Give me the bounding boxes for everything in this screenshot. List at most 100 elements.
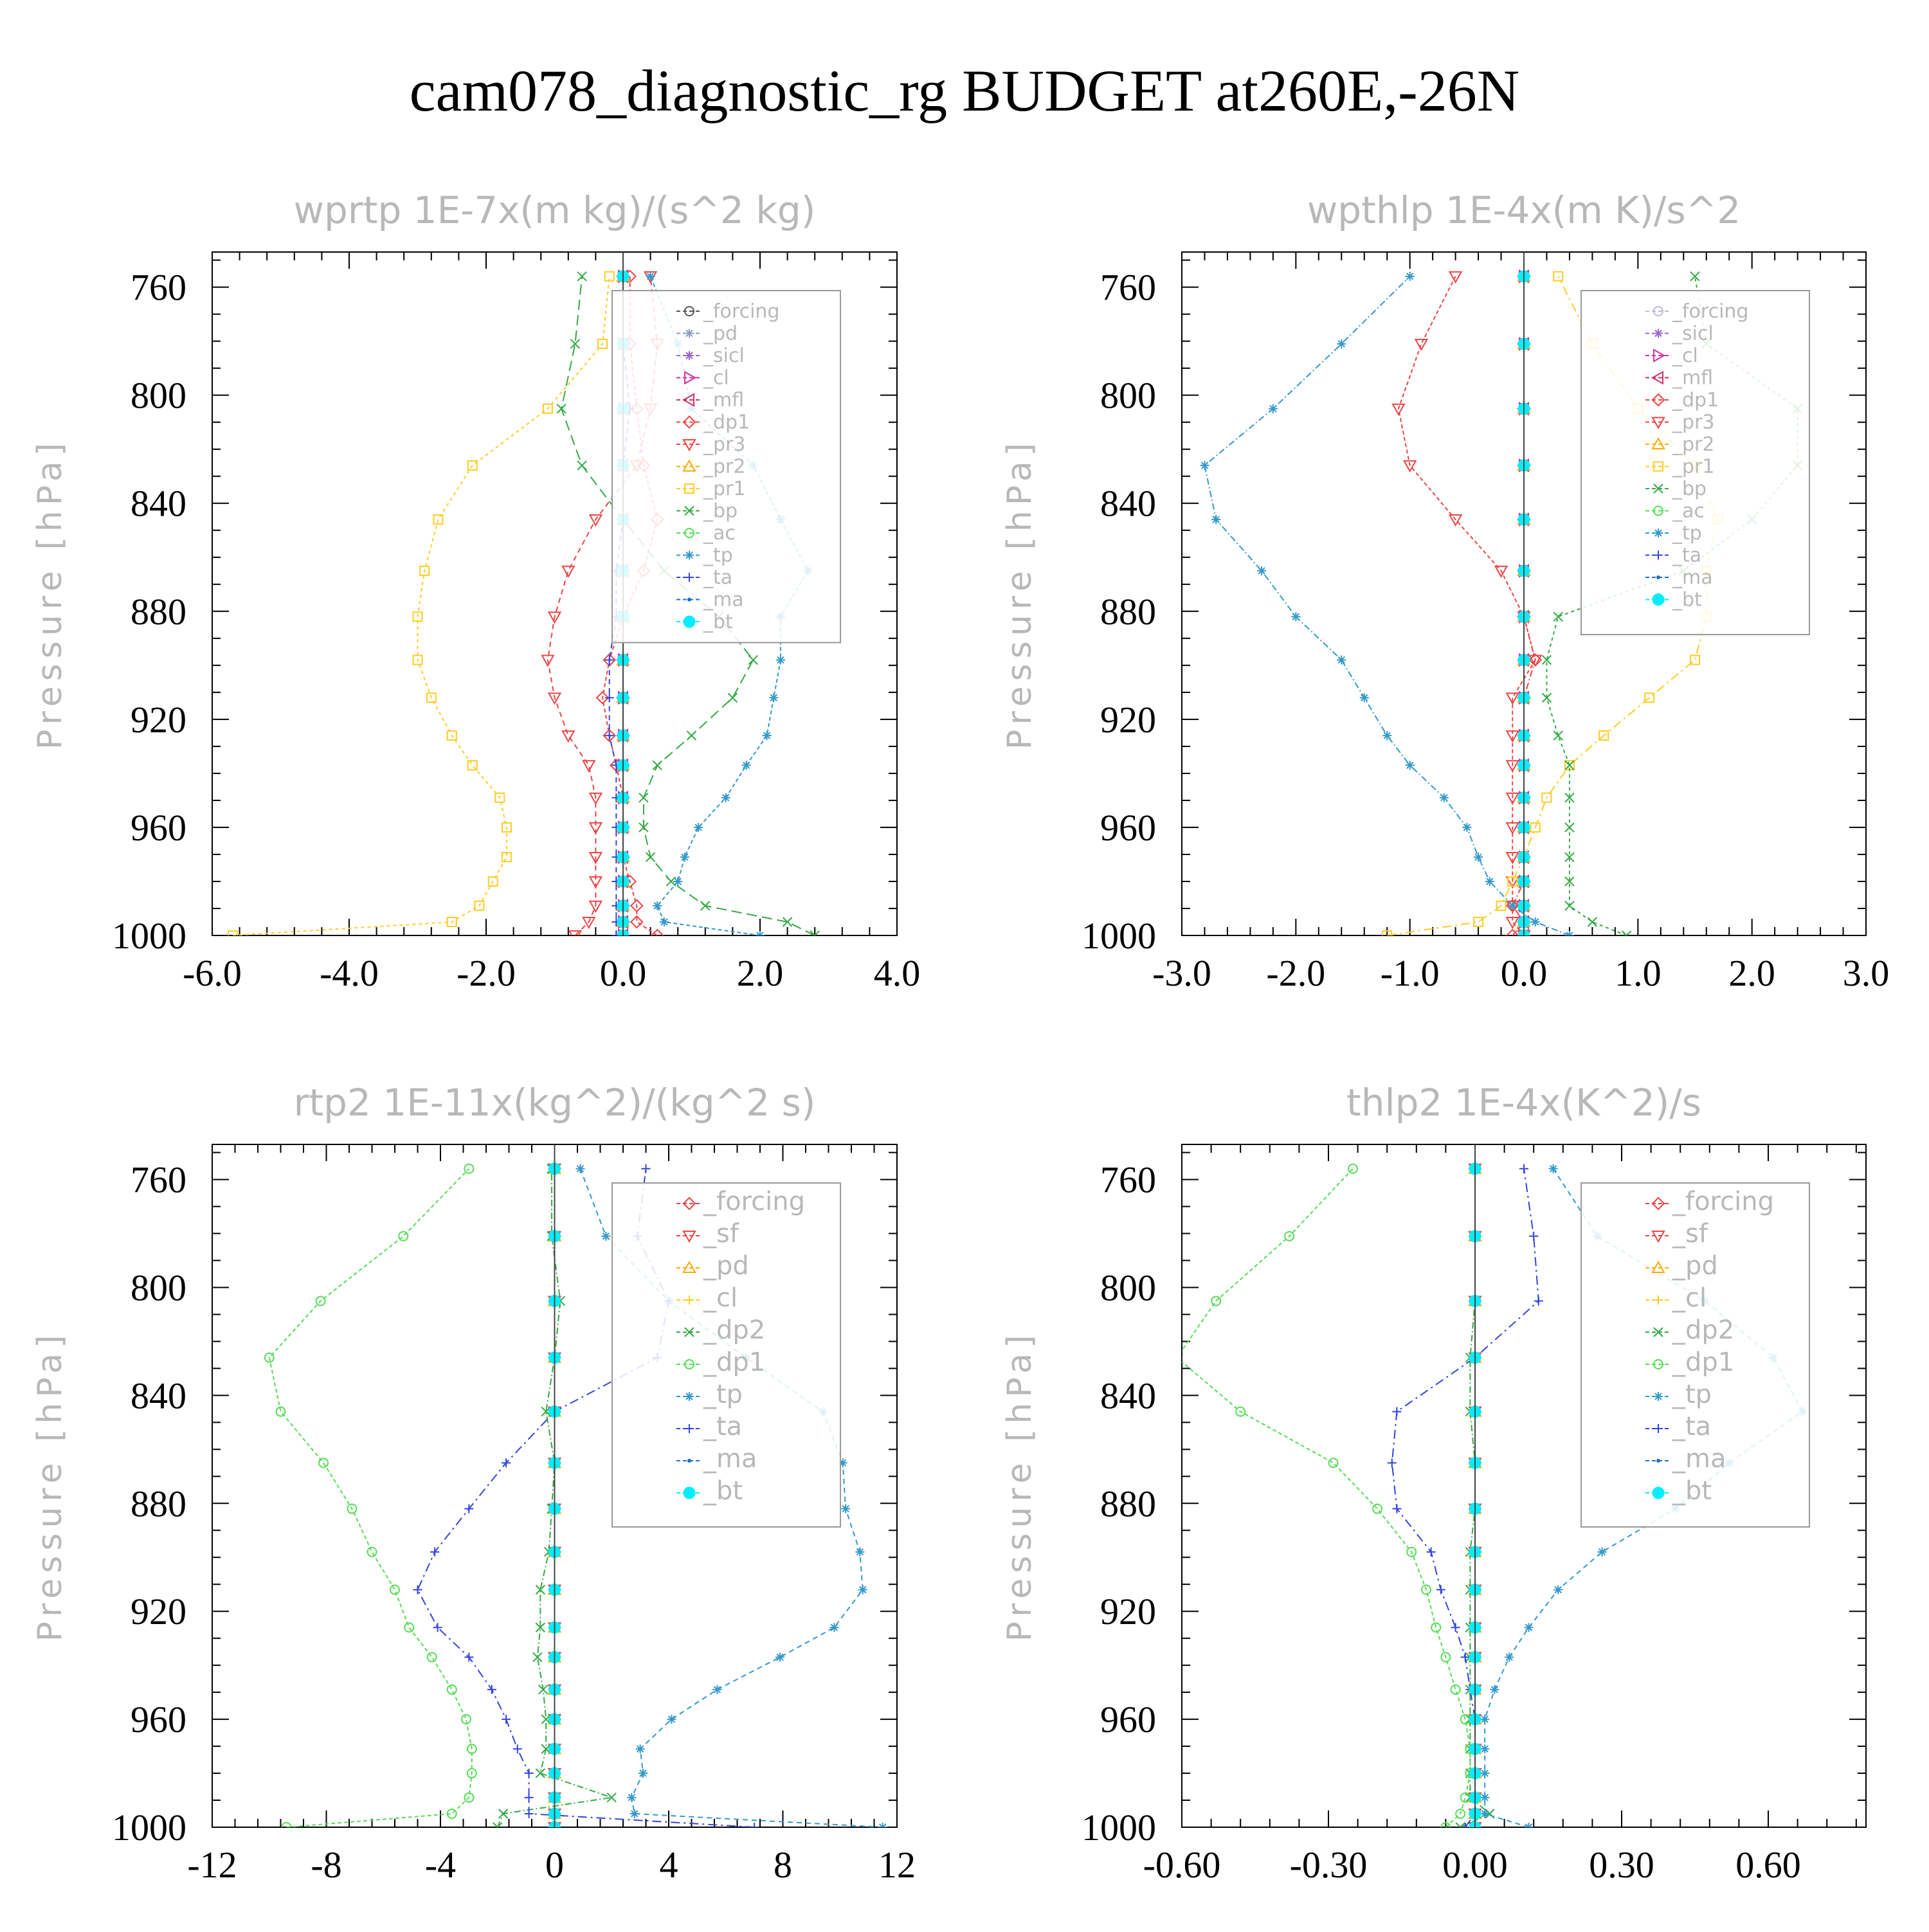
series-pr3 <box>1391 271 1543 935</box>
legend-marker <box>1654 550 1663 560</box>
x-tick-label: 0.60 <box>1735 1844 1801 1886</box>
legend-marker <box>1651 417 1665 429</box>
x-tick-label: -4 <box>425 1844 456 1886</box>
legend-marker <box>682 393 694 407</box>
data-point <box>318 1458 329 1468</box>
data-point <box>1505 730 1519 743</box>
y-tick-label: 1000 <box>112 1807 186 1848</box>
legend-box <box>1580 1182 1810 1528</box>
data-point <box>638 793 649 803</box>
x-tick-label: -2.0 <box>457 952 516 994</box>
series-ta <box>1387 1164 1543 1827</box>
data-point <box>556 403 566 414</box>
data-point <box>1405 761 1415 770</box>
y-tick-label: 800 <box>131 375 186 417</box>
legend-entry: _mfl <box>676 389 744 411</box>
data-point <box>460 1714 471 1725</box>
legend-label: _forcing <box>703 300 779 323</box>
y-axis-label: Pressure [hPa] <box>1001 1330 1039 1642</box>
legend-entry: _dp2 <box>676 1315 765 1345</box>
legend-label: _pd <box>1672 1251 1718 1281</box>
data-point <box>694 822 703 832</box>
data-point <box>412 655 423 665</box>
legend-marker <box>1651 370 1663 385</box>
data-point <box>601 1231 611 1241</box>
data-point <box>588 900 603 913</box>
data-point <box>1530 917 1540 926</box>
legend-label: _sicl <box>703 345 745 367</box>
data-point <box>1284 1231 1295 1241</box>
legend-entry: _bp <box>1645 478 1707 500</box>
y-tick-label: 760 <box>131 1159 186 1201</box>
data-point <box>1564 901 1575 911</box>
legend-label: _forcing <box>1672 300 1748 323</box>
data-point <box>1621 930 1632 935</box>
data-point <box>446 1684 457 1695</box>
data-point <box>1505 916 1519 930</box>
data-point <box>524 1809 534 1819</box>
data-point <box>721 793 730 802</box>
legend-entry: _bp <box>676 500 738 523</box>
data-point <box>1548 1164 1558 1173</box>
legend-label: _bt <box>1672 1476 1712 1506</box>
legend-label: _bt <box>703 1476 743 1506</box>
y-tick-label: 760 <box>1100 267 1156 309</box>
data-point <box>741 761 751 770</box>
legend-entry: _ta <box>1645 1412 1711 1441</box>
series-line <box>561 276 815 935</box>
data-point <box>264 1352 275 1363</box>
legend-entry: _pr1 <box>1645 456 1714 478</box>
legend-entry: _sicl <box>1645 323 1714 345</box>
data-point <box>1553 271 1564 282</box>
y-tick-label: 1000 <box>1082 1807 1156 1848</box>
data-point <box>535 1622 546 1633</box>
data-point <box>1564 876 1575 887</box>
data-point <box>1392 1407 1402 1416</box>
panel-2: wpthlp 1E-4x(m K)/s^2 Pressure [hPa] 760 80… <box>1001 188 1889 994</box>
legend-label: _dp1 <box>703 1348 765 1377</box>
data-point <box>841 1504 851 1513</box>
legend-marker <box>682 439 696 452</box>
legend-marker <box>1651 437 1665 449</box>
legend-label: _pr3 <box>703 433 745 456</box>
data-point <box>1359 693 1369 703</box>
y-tick-label: 920 <box>1100 699 1156 741</box>
plot-area <box>264 1144 887 1827</box>
data-point <box>1473 916 1484 927</box>
data-point <box>464 1652 474 1662</box>
legend-marker <box>1651 393 1665 407</box>
legend-marker <box>1651 1231 1665 1243</box>
data-point <box>646 271 655 281</box>
data-point <box>419 565 430 576</box>
x-tick-label: -3.0 <box>1152 952 1211 994</box>
legend-entry: _dp1 <box>676 1348 765 1377</box>
data-point <box>782 917 793 927</box>
y-tick-label: 880 <box>1100 1483 1156 1524</box>
legend-marker <box>684 505 694 516</box>
data-point <box>568 930 583 935</box>
plot-area <box>1182 1144 1807 1827</box>
data-point <box>1257 566 1267 575</box>
data-point <box>1553 1585 1563 1594</box>
data-point <box>1328 1458 1339 1468</box>
data-point <box>1392 1504 1402 1513</box>
data-point <box>1406 1546 1417 1557</box>
legend-marker <box>1656 575 1660 579</box>
data-point <box>1480 1809 1490 1819</box>
legend-entry: _pr3 <box>1645 411 1714 434</box>
data-point <box>1529 1231 1539 1241</box>
x-tick-label: -6.0 <box>183 952 242 994</box>
x-tick-label: 8 <box>774 1844 792 1886</box>
data-point <box>775 1652 785 1662</box>
data-point <box>652 760 662 771</box>
data-point <box>1372 1503 1382 1514</box>
data-point <box>446 730 457 741</box>
y-tick-label: 840 <box>131 1375 186 1416</box>
legend-entry: _bt <box>1645 589 1702 611</box>
data-point <box>727 692 738 703</box>
data-point <box>1480 1744 1490 1754</box>
data-point <box>666 876 676 887</box>
legend-label: _bt <box>1672 589 1702 611</box>
data-point <box>494 792 505 803</box>
data-point <box>501 822 512 833</box>
